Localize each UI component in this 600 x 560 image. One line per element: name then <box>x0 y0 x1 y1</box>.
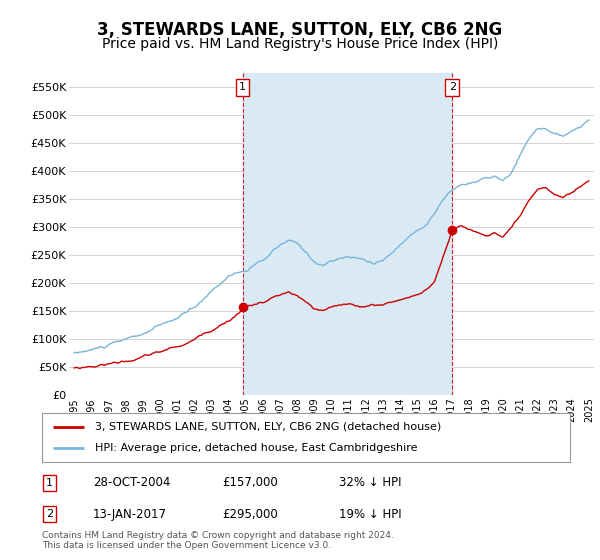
Text: 2: 2 <box>449 82 456 92</box>
Text: 3, STEWARDS LANE, SUTTON, ELY, CB6 2NG: 3, STEWARDS LANE, SUTTON, ELY, CB6 2NG <box>97 21 503 39</box>
Text: 32% ↓ HPI: 32% ↓ HPI <box>339 476 401 489</box>
Text: £157,000: £157,000 <box>222 476 278 489</box>
Bar <box>242 73 452 395</box>
Text: HPI: Average price, detached house, East Cambridgeshire: HPI: Average price, detached house, East… <box>95 443 418 453</box>
Text: Contains HM Land Registry data © Crown copyright and database right 2024.
This d: Contains HM Land Registry data © Crown c… <box>42 530 394 550</box>
Text: 19% ↓ HPI: 19% ↓ HPI <box>339 507 401 521</box>
Text: Price paid vs. HM Land Registry's House Price Index (HPI): Price paid vs. HM Land Registry's House … <box>102 37 498 51</box>
Text: 1: 1 <box>46 478 53 488</box>
Text: 28-OCT-2004: 28-OCT-2004 <box>93 476 170 489</box>
Text: 2: 2 <box>46 509 53 519</box>
Text: £295,000: £295,000 <box>222 507 278 521</box>
Text: 1: 1 <box>239 82 246 92</box>
Text: 13-JAN-2017: 13-JAN-2017 <box>93 507 167 521</box>
Text: 3, STEWARDS LANE, SUTTON, ELY, CB6 2NG (detached house): 3, STEWARDS LANE, SUTTON, ELY, CB6 2NG (… <box>95 422 441 432</box>
